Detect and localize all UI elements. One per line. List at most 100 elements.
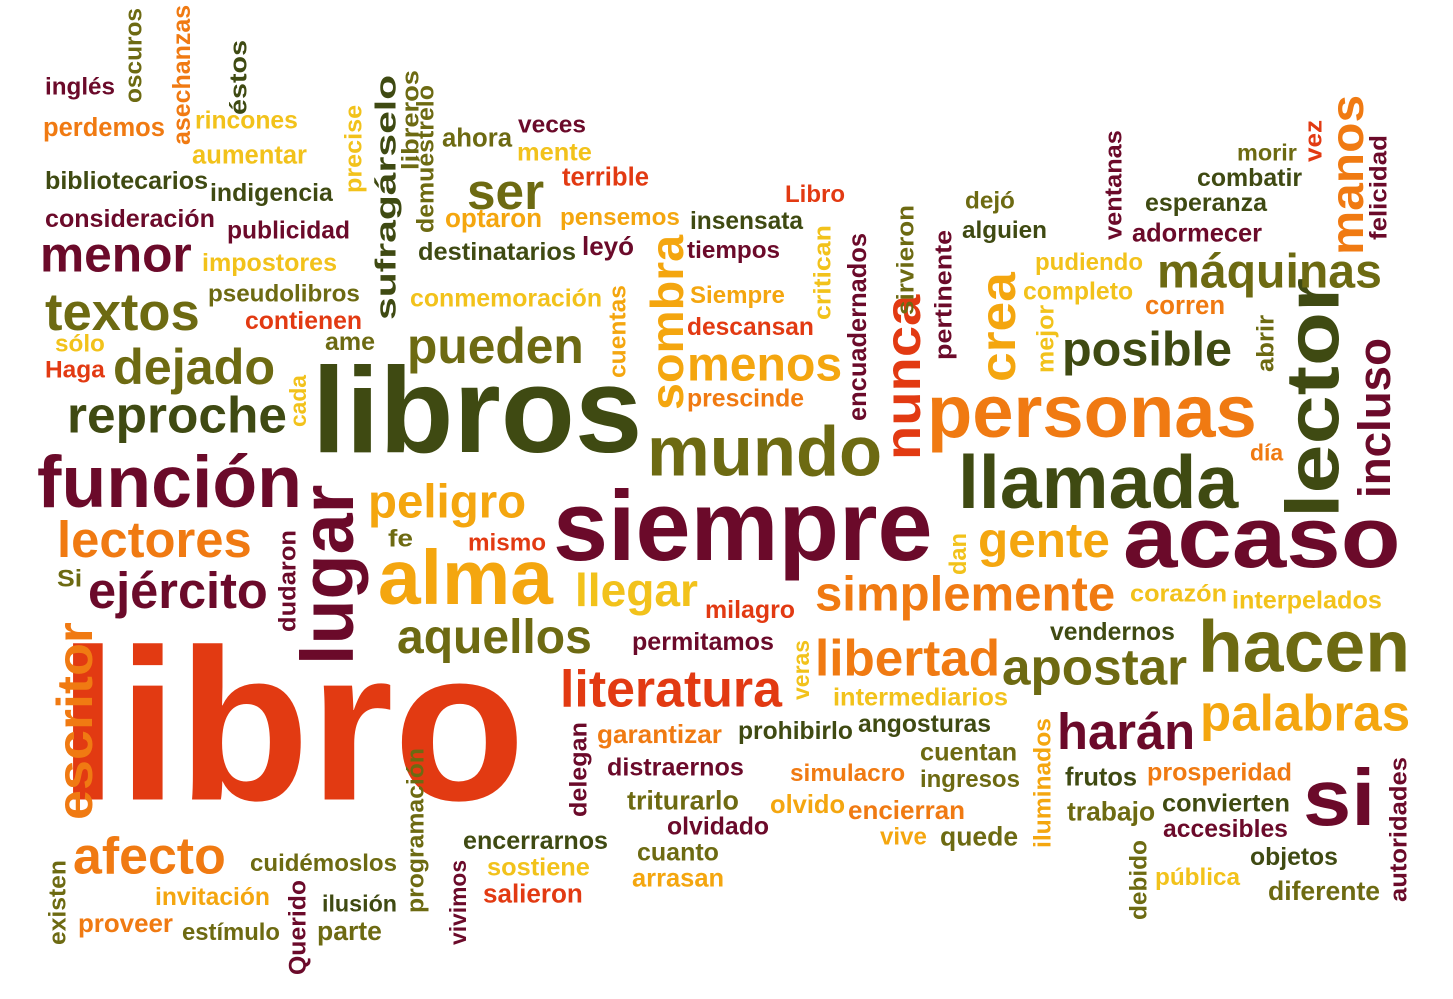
cloud-word-textos: textos xyxy=(45,283,200,343)
cloud-word-sirvieron: sirvieron xyxy=(892,204,920,315)
cloud-word-libro: Libro xyxy=(785,181,845,209)
cloud-word-si: Si xyxy=(57,565,83,593)
cloud-word-contienen: contienen xyxy=(245,308,363,336)
cloud-word-diferente: diferente xyxy=(1268,875,1381,906)
cloud-word-llegar: llegar xyxy=(575,564,698,617)
cloud-word-abrir: abrir xyxy=(1252,314,1280,372)
cloud-word-vez: vez xyxy=(1300,119,1328,162)
cloud-word-ilusion: ilusión xyxy=(322,890,398,917)
cloud-word-objetos: objetos xyxy=(1250,843,1338,871)
cloud-word-encuadernados: encuadernados xyxy=(843,232,872,421)
cloud-word-incluso: incluso xyxy=(1348,338,1400,498)
cloud-word-hacen: hacen xyxy=(1198,605,1411,688)
cloud-word-haran: harán xyxy=(1057,702,1196,760)
cloud-word-consideracion: consideración xyxy=(45,205,215,234)
cloud-word-acaso: acaso xyxy=(1123,490,1401,587)
cloud-word-siempre: siempre xyxy=(553,469,933,581)
cloud-word-gente: gente xyxy=(978,513,1110,569)
cloud-word-prohibirlo: prohibirlo xyxy=(738,717,853,745)
cloud-word-combatir: combatir xyxy=(1197,164,1303,193)
cloud-word-rincones: rincones xyxy=(195,107,298,135)
cloud-word-encerrarnos: encerrarnos xyxy=(463,827,608,856)
cloud-word-lugar: lugar xyxy=(285,484,369,665)
cloud-word-estimulo: estímulo xyxy=(182,919,280,947)
cloud-word-aumentar: aumentar xyxy=(192,141,307,170)
cloud-word-corazon: corazón xyxy=(1130,580,1228,608)
cloud-word-permitamos: permitamos xyxy=(632,628,774,657)
cloud-word-ser: ser xyxy=(467,163,545,221)
cloud-word-reproche: reproche xyxy=(67,385,287,444)
cloud-word-completo: completo xyxy=(1023,278,1134,306)
cloud-word-lectores: lectores xyxy=(57,510,252,568)
cloud-word-pseudolibros: pseudolibros xyxy=(208,280,360,308)
cloud-word-accesibles: accesibles xyxy=(1163,815,1288,843)
cloud-word-pudiendo: pudiendo xyxy=(1035,249,1143,277)
cloud-word-nunca: nunca xyxy=(874,294,931,460)
cloud-word-morir: morir xyxy=(1237,139,1297,166)
cloud-word-proveer: proveer xyxy=(78,910,173,939)
cloud-word-esperanza: esperanza xyxy=(1145,189,1267,218)
cloud-word-querido: Querido xyxy=(284,879,312,975)
cloud-word-ingresos: ingresos xyxy=(920,766,1020,794)
cloud-word-prescinde: prescinde xyxy=(687,385,805,413)
cloud-word-fe: fe xyxy=(388,525,413,553)
cloud-word-debido: debido xyxy=(1125,840,1153,920)
cloud-word-cuanto: cuanto xyxy=(637,838,719,867)
cloud-word-delegan: delegan xyxy=(565,722,593,817)
cloud-word-peligro: peligro xyxy=(368,475,527,529)
cloud-word-sostiene: sostiene xyxy=(487,853,590,882)
cloud-word-menos: menos xyxy=(687,337,843,392)
cloud-word-invitacion: invitación xyxy=(155,883,270,911)
cloud-word-intermediarios: intermediarios xyxy=(833,683,1008,712)
cloud-word-maquinas: máquinas xyxy=(1157,244,1382,299)
cloud-word-leyo: leyó xyxy=(582,231,635,262)
cloud-word-optaron: optaron xyxy=(445,203,543,234)
cloud-word-pensemos: pensemos xyxy=(560,203,680,231)
cloud-word-cada: cada xyxy=(285,375,312,427)
cloud-word-oscuros: oscuros xyxy=(120,7,148,103)
cloud-word-corren: corren xyxy=(1145,291,1226,320)
cloud-word-dan: dan xyxy=(945,533,972,575)
cloud-word-demuestrelo: demuéstrelo xyxy=(412,85,440,233)
cloud-word-perdemos: perdemos xyxy=(43,113,165,142)
cloud-word-ame: ame xyxy=(325,328,376,357)
cloud-word-dia: día xyxy=(1250,439,1284,466)
cloud-word-tiempos: tiempos xyxy=(687,236,781,264)
cloud-word-alguien: alguien xyxy=(962,216,1047,244)
cloud-word-afecto: afecto xyxy=(73,826,226,885)
cloud-word-olvidado: olvidado xyxy=(667,813,770,841)
cloud-word-existen: existen xyxy=(44,860,72,945)
cloud-word-conmemoracion: conmemoración xyxy=(410,284,603,313)
cloud-word-pueden: pueden xyxy=(407,317,584,374)
cloud-word-parte: parte xyxy=(317,915,382,946)
cloud-word-arrasan: arrasan xyxy=(632,864,725,893)
cloud-word-iluminados: iluminados xyxy=(1029,718,1057,848)
cloud-word-palabras: palabras xyxy=(1200,684,1411,742)
cloud-word-vivimos: vivimos xyxy=(445,859,472,945)
cloud-word-trabajo: trabajo xyxy=(1067,796,1156,827)
cloud-word-cuidemoslos: cuidémoslos xyxy=(250,850,397,878)
cloud-word-personas: personas xyxy=(927,369,1257,453)
cloud-word-vive: vive xyxy=(880,823,927,851)
cloud-word-ventanas: ventanas xyxy=(1100,130,1128,240)
cloud-word-sombra: sombra xyxy=(640,234,693,410)
cloud-word-literatura: literatura xyxy=(560,659,782,718)
cloud-word-simplemente: simplemente xyxy=(815,567,1116,622)
cloud-word-funcion: función xyxy=(37,441,303,524)
cloud-word-dejo: dejó xyxy=(965,187,1015,215)
cloud-word-convierten: convierten xyxy=(1162,789,1290,818)
cloud-word-triturarlo: triturarlo xyxy=(627,785,739,816)
cloud-word-veces: veces xyxy=(518,111,586,139)
cloud-word-impostores: impostores xyxy=(202,249,338,278)
cloud-word-garantizar: garantizar xyxy=(597,719,722,750)
cloud-word-quede: quede xyxy=(940,821,1019,852)
cloud-word-crea: crea xyxy=(969,272,1026,382)
cloud-word-distraernos: distraernos xyxy=(607,753,744,782)
cloud-word-manos: manos xyxy=(1320,94,1373,256)
cloud-word-bibliotecarios: bibliotecarios xyxy=(45,167,209,196)
cloud-word-salieron: salieron xyxy=(483,878,583,909)
cloud-word-alma: alma xyxy=(378,536,553,622)
cloud-word-descansan: descansan xyxy=(687,313,814,341)
cloud-word-dudaron: dudaron xyxy=(274,530,302,632)
